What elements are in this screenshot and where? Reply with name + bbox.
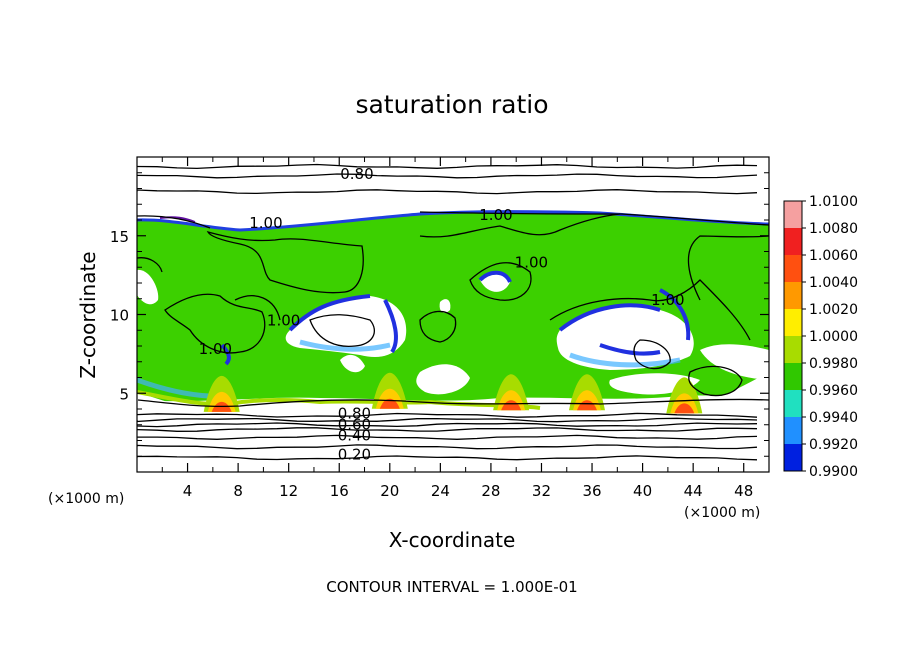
x-axis-label: X-coordinate — [389, 528, 516, 552]
stable-contour — [137, 163, 758, 170]
colorbar: 1.0100 1.0080 1.0060 1.0040 1.0020 1.0000 0.99… — [783, 194, 858, 480]
y-axis: 5 10 15 — [110, 172, 769, 457]
contour-label: 1.00 — [479, 206, 512, 224]
colorbar-label: 0.9900 — [809, 464, 858, 480]
colorbar-swatch — [784, 336, 802, 364]
y-axis-label: Z-coordinate — [76, 251, 100, 378]
stable-layer-contours — [137, 163, 758, 461]
x-tick-label: 24 — [431, 482, 450, 500]
x-tick-label: 4 — [183, 482, 193, 500]
chart-title: saturation ratio — [355, 90, 548, 119]
colorbar-label: 1.0060 — [809, 248, 858, 264]
stable-contour — [137, 173, 758, 179]
saturation-contours — [137, 211, 769, 408]
contour-label: 1.00 — [249, 214, 282, 232]
field-layer: 0.801.00 1.001.001.001.001.000.800.600.40… — [137, 163, 769, 472]
colorbar-label: 1.0020 — [809, 302, 858, 318]
stable-contour — [137, 417, 758, 423]
x-tick-label: 40 — [633, 482, 652, 500]
contour-label: 0.40 — [338, 427, 371, 445]
hotspot-core — [576, 400, 597, 411]
x-unit-right: (×1000 m) — [684, 505, 760, 521]
x-tick-label: 32 — [532, 482, 551, 500]
stable-contour — [137, 444, 758, 450]
colorbar-label: 1.0000 — [809, 329, 858, 345]
contour-label: 1.00 — [267, 312, 300, 330]
contour-label: 0.20 — [338, 445, 371, 463]
x-tick-label: 20 — [380, 482, 399, 500]
contour-label: 1.00 — [651, 291, 684, 309]
colorbar-label: 1.0040 — [809, 275, 858, 291]
contour-labels: 0.801.00 1.001.001.001.001.000.800.600.40… — [199, 165, 685, 463]
colorbar-label: 0.9940 — [809, 410, 858, 426]
x-tick-label: 16 — [330, 482, 349, 500]
colorbar-label: 1.0080 — [809, 221, 858, 237]
x-tick-label: 28 — [481, 482, 500, 500]
supersaturation-hotspots — [203, 372, 703, 414]
colorbar-swatch — [784, 201, 802, 229]
colorbar-swatch — [784, 282, 802, 310]
contour-label: 0.80 — [340, 165, 373, 183]
colorbar-label: 0.9980 — [809, 356, 858, 372]
plot-area: 0.801.00 1.001.001.001.001.000.800.600.40… — [110, 156, 770, 500]
x-tick-label: 36 — [582, 482, 601, 500]
stable-contour — [137, 434, 758, 440]
y-tick-label: 10 — [110, 307, 129, 325]
colorbar-label: 1.0100 — [809, 194, 858, 210]
colorbar-swatch — [784, 417, 802, 445]
hotspot-core — [674, 403, 695, 414]
cloud-top-edge — [137, 210, 769, 232]
stable-contour — [137, 455, 758, 461]
stable-contour — [137, 422, 758, 428]
edge-contours — [220, 270, 691, 366]
colorbar-swatch — [784, 363, 802, 391]
x-unit-left: (×1000 m) — [48, 491, 124, 507]
colorbar-swatch — [784, 309, 802, 337]
colorbar-label: 0.9960 — [809, 383, 858, 399]
x-tick-label: 44 — [684, 482, 703, 500]
stable-contour — [137, 412, 758, 418]
x-tick-label: 8 — [233, 482, 243, 500]
contour-label: 1.00 — [515, 253, 548, 271]
hotspot-core — [501, 400, 522, 411]
contour-label: 0.80 — [338, 404, 371, 422]
contour-label: 1.00 — [199, 340, 232, 358]
stable-contour — [137, 427, 758, 432]
colorbar-swatch — [784, 390, 802, 418]
x-tick-label: 12 — [279, 482, 298, 500]
colorbar-swatch — [784, 228, 802, 256]
colorbar-swatch — [784, 444, 802, 472]
colorbar-swatch — [784, 255, 802, 283]
contour-label: 0.60 — [338, 415, 371, 433]
colorbar-label: 0.9920 — [809, 437, 858, 453]
x-tick-label: 48 — [734, 482, 753, 500]
y-tick-label: 5 — [119, 385, 129, 403]
contour-interval-note: CONTOUR INTERVAL = 1.000E-01 — [326, 578, 577, 596]
y-tick-label: 15 — [110, 228, 129, 246]
x-axis: 4 8 12 16 20 24 28 32 36 40 44 48 — [161, 157, 753, 500]
stable-contour — [137, 189, 758, 195]
